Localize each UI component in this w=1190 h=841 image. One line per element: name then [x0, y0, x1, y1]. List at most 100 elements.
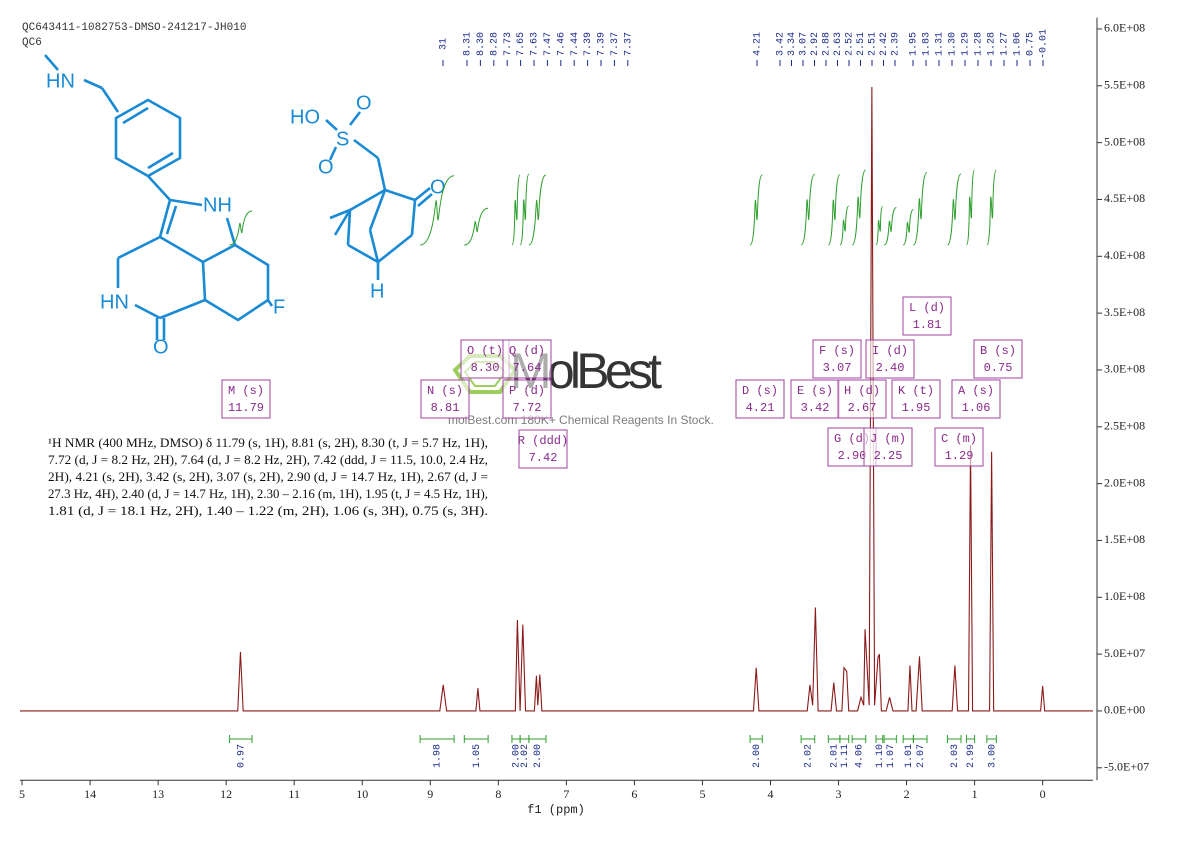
x-tick-label: 7 [563, 787, 569, 801]
plot: 5 14 13 12 11 10 9 8 7 6 5 4 3 2 1 0-5.0E+070.0E+005.0E… [19, 17, 1149, 817]
peak-label: 7.39 [597, 32, 608, 56]
peak-label: 8.28 [489, 32, 500, 56]
description: ¹H NMR (400 MHz, DMSO) δ 11.79 (s, 1H), … [48, 436, 488, 518]
peak-label: 7.73 [503, 32, 514, 56]
multiplet-shift: 1.29 [945, 449, 974, 463]
integral-label: 1.11 [840, 744, 851, 768]
y-tick-label: 4.0E+08 [1104, 248, 1145, 262]
peak-label: 2.51 [856, 32, 867, 56]
y-tick-label: 1.5E+08 [1104, 532, 1145, 546]
peak-label: -0.01 [1039, 29, 1050, 59]
y-tick-label: -5.0E+07 [1104, 760, 1149, 774]
integral-curve [229, 210, 253, 246]
peak-label: 1.83 [922, 32, 933, 56]
multiplet-shift: 2.25 [874, 449, 903, 463]
peak-label: 1.30 [948, 32, 959, 56]
y-tick-label: 4.5E+08 [1104, 191, 1145, 205]
peak-label: 7.46 [556, 32, 567, 56]
peak-label: 1.27 [1000, 32, 1011, 56]
y-tick-label: 5.5E+08 [1104, 78, 1145, 92]
description-line: 2H), 4.21 (s, 2H), 3.42 (s, 2H), 3.07 (s… [48, 470, 488, 484]
peak-label: 1.28 [974, 32, 985, 56]
y-tick-label: 2.5E+08 [1104, 419, 1145, 433]
multiplet-box [934, 427, 984, 467]
multiplet-shift: 11.79 [228, 401, 264, 415]
integral-label: 2.00 [752, 744, 763, 768]
y-tick-label: 3.0E+08 [1104, 362, 1145, 376]
x-tick-label: 6 [631, 787, 637, 801]
peak-label: 31 [439, 38, 450, 50]
peak-label: 2.52 [845, 32, 856, 56]
peak-label: 1.29 [961, 32, 972, 56]
integral-curve [912, 172, 928, 246]
multiplet-shift: 8.30 [471, 361, 500, 375]
peak-label: 2.92 [810, 32, 821, 56]
multiplet-label: R (ddd) [518, 434, 568, 448]
integral-label: 2.02 [520, 744, 531, 768]
integral-curve [851, 169, 867, 246]
multiplet-shift: 2.67 [848, 401, 877, 415]
multiplet-label: B (s) [980, 344, 1016, 358]
atom-label: H [370, 280, 384, 302]
multiplet-shift: 2.40 [876, 361, 905, 375]
x-tick-label: 10 [356, 787, 368, 801]
multiplet-box [902, 296, 952, 336]
integral-label: 1.05 [472, 744, 483, 768]
integral-label: 2.07 [916, 744, 927, 768]
multiplet-box [502, 379, 552, 419]
x-tick-label: 1 [972, 787, 978, 801]
multiplet-box [518, 429, 568, 469]
integral-curve [875, 206, 884, 246]
multiplet-shift: 1.95 [902, 401, 931, 415]
atom-label: S [336, 128, 349, 150]
integral-curve [902, 209, 914, 246]
description-line: 7.72 (d, J = 8.2 Hz, 2H), 7.64 (d, J = 8… [48, 453, 488, 467]
peak-label: 3.42 [776, 32, 787, 56]
multiplet-shift: 7.72 [513, 401, 542, 415]
multiplet-box [735, 379, 785, 419]
peak-label: 0.75 [1026, 32, 1037, 56]
integral-label: 1.07 [886, 744, 897, 768]
peak-label: 4.21 [753, 32, 764, 56]
integral-label: 2.01 [830, 744, 841, 768]
atom-label: O [356, 92, 372, 114]
sample-id: QC643411-1082753-DMSO-241217-JH010 [22, 22, 246, 34]
y-tick-label: 6.0E+08 [1104, 21, 1145, 35]
multiplet-label: P (d) [509, 384, 545, 398]
multiplet-shift: 2.90 [838, 449, 867, 463]
x-tick-label: 14 [84, 787, 96, 801]
x-tick-label: 11 [288, 787, 300, 801]
peak-label: 7.39 [583, 32, 594, 56]
integral-label: 3.00 [987, 744, 998, 768]
atom-label: HN [100, 291, 129, 313]
multiplet-label: N (s) [427, 384, 463, 398]
integral-label: 1.98 [433, 744, 444, 768]
description-line: 1.81 (d, J = 18.1 Hz, 2H), 1.40 – 1.22 (… [48, 504, 488, 518]
integral-label: 2.03 [950, 744, 961, 768]
x-tick-label: 3 [836, 787, 842, 801]
multiplet-shift: 4.21 [746, 401, 775, 415]
multiplet-shift: 0.75 [984, 361, 1013, 375]
integral-curve [986, 169, 997, 246]
peak-label: 2.39 [891, 32, 902, 56]
peak-label: 7.47 [543, 32, 554, 56]
y-tick-label: 3.5E+08 [1104, 305, 1145, 319]
peak-label: 7.37 [610, 32, 621, 56]
x-tick-label: 0 [1040, 787, 1046, 801]
integral-curve [749, 174, 763, 246]
multiplet-label: A (s) [958, 384, 994, 398]
peak-label: 8.31 [463, 32, 474, 56]
multiplet-label: Q (d) [509, 344, 545, 358]
atom-label: HO [290, 106, 320, 128]
x-tick-label: 9 [427, 787, 433, 801]
atom-label: HN [46, 70, 75, 92]
atom-label: NH [203, 194, 232, 216]
peak-label: 1.95 [909, 32, 920, 56]
integral-curve [419, 175, 455, 246]
y-tick-label: 2.0E+08 [1104, 475, 1145, 489]
integral-curve [946, 173, 962, 246]
x-tick-label: 5 [699, 787, 705, 801]
description-line: 27.3 Hz, 4H), 2.40 (d, J = 14.7 Hz, 1H),… [48, 487, 488, 501]
